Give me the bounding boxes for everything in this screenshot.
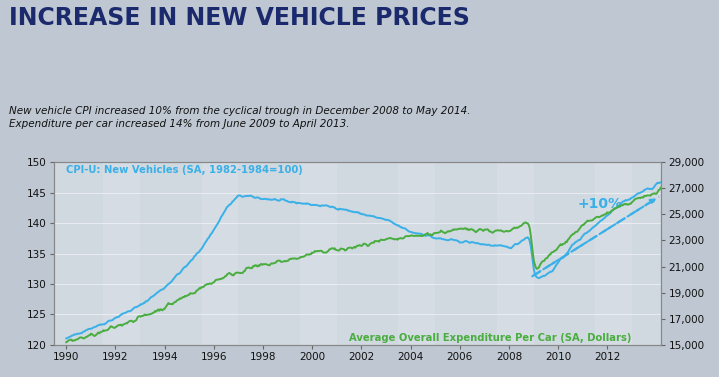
Text: CPI-U: New Vehicles (SA, 1982-1984=100): CPI-U: New Vehicles (SA, 1982-1984=100) [66, 165, 303, 175]
Text: Average Overall Expenditure Per Car (SA, Dollars): Average Overall Expenditure Per Car (SA,… [349, 333, 631, 343]
Text: +10%: +10% [578, 197, 623, 211]
Text: New vehicle CPI increased 10% from the cyclical trough in December 2008 to May 2: New vehicle CPI increased 10% from the c… [9, 106, 470, 129]
Text: INCREASE IN NEW VEHICLE PRICES: INCREASE IN NEW VEHICLE PRICES [9, 6, 470, 30]
